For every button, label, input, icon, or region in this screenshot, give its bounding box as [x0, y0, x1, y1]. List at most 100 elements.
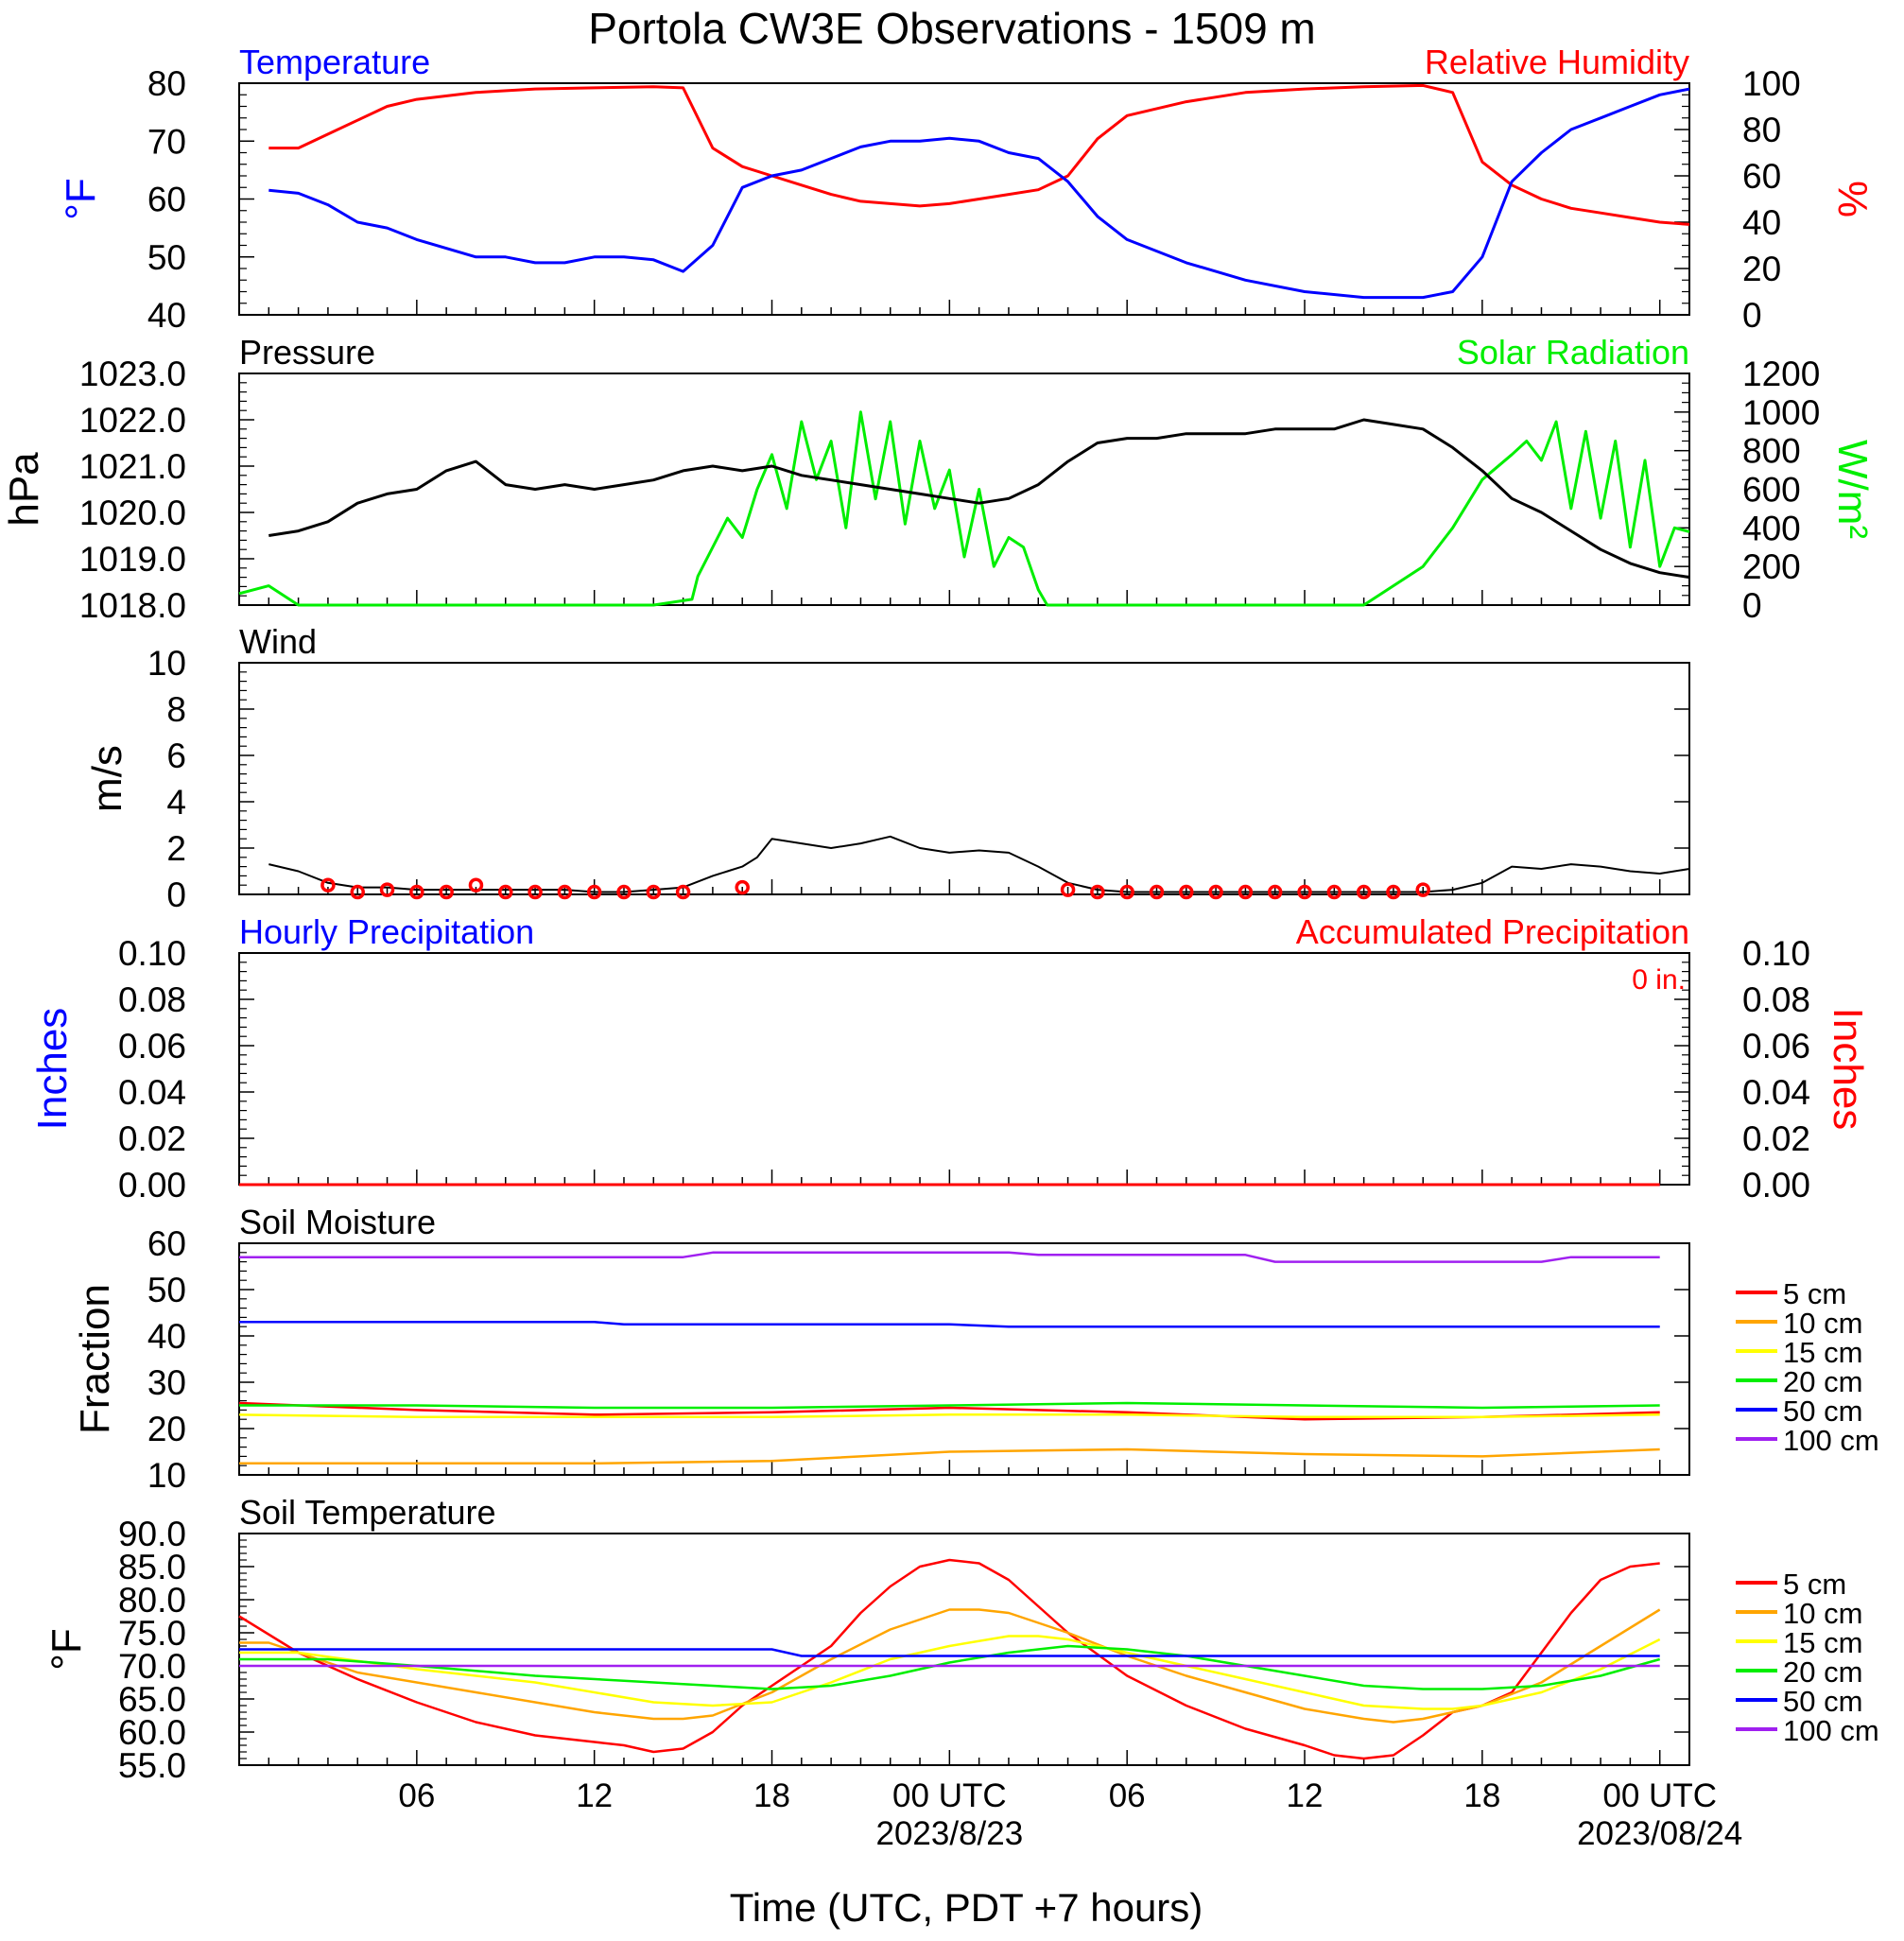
- legend-label: 50 cm: [1783, 1685, 1862, 1718]
- y-tick-label: 60: [147, 181, 186, 219]
- panel-left-title: Soil Moisture: [239, 1203, 436, 1241]
- wind-marker: [557, 884, 573, 900]
- panel-soil-moisture: 10 20 30 40 50 60 Soil Moisture Fraction 5 cm10 …: [72, 1203, 1879, 1495]
- chart-title: Portola CW3E Observations - 1509 m: [588, 4, 1316, 53]
- y-tick-label: 0.10: [118, 934, 186, 973]
- y-tick-label: 20: [1742, 250, 1781, 288]
- plot-frame: [238, 662, 1690, 895]
- y-tick-label: 0.08: [118, 980, 186, 1019]
- panel-soil-temperature: 55.060.065.070.075.080.085.090.0 Soil Tem…: [43, 1493, 1879, 1785]
- y-tick-label: 1018.0: [79, 586, 186, 625]
- panel-left-title: Soil Temperature: [239, 1493, 495, 1532]
- wind-marker: [320, 877, 336, 893]
- y-tick-label: 50: [147, 1271, 186, 1309]
- y-tick-label: 40: [147, 1317, 186, 1356]
- x-axis-label: Time (UTC, PDT +7 hours): [730, 1885, 1203, 1930]
- y-tick-label: 400: [1742, 509, 1801, 547]
- y-tick-label: 0.04: [118, 1073, 186, 1112]
- plot-frame: [238, 1242, 1690, 1476]
- wind-marker: [379, 882, 395, 897]
- y-tick-label: 0.04: [1742, 1073, 1810, 1112]
- series-soil-moisture-10cm: [239, 1447, 1660, 1465]
- panel-precipitation: 0.00 0.02 0.04 0.06 0.08 0.10 0.00 0.02 0.04 0.06…: [29, 912, 1871, 1204]
- y-tick-label: 1000: [1742, 393, 1820, 432]
- y-tick-label: 2: [166, 829, 186, 868]
- series-soil-moisture-100cm: [239, 1251, 1660, 1263]
- panel-wind: 0 2 4 6 8 10 Wind m/s: [84, 622, 1690, 914]
- y-tick-label: 75.0: [118, 1614, 186, 1653]
- y-tick-label: 1020.0: [79, 494, 186, 532]
- legend-label: 20 cm: [1783, 1655, 1862, 1689]
- wind-marker: [498, 884, 513, 900]
- panel-left-title: Wind: [239, 622, 317, 661]
- wind-marker: [1208, 884, 1223, 900]
- wind-marker: [1297, 884, 1312, 900]
- y-tick-label: 10: [147, 644, 186, 683]
- legend-label: 15 cm: [1783, 1336, 1862, 1369]
- y-tick-label: 20: [147, 1410, 186, 1448]
- wind-marker: [1179, 884, 1194, 900]
- y-tick-label: 40: [1742, 203, 1781, 242]
- y-tick-label: 1023.0: [79, 355, 186, 393]
- series-soil-moisture-50cm: [239, 1321, 1660, 1328]
- legend-label: 10 cm: [1783, 1597, 1862, 1630]
- y-tick-label: 600: [1742, 471, 1801, 510]
- y-tick-label: 0: [166, 875, 186, 914]
- y-tick-label: 0.00: [118, 1166, 186, 1204]
- wind-marker: [616, 884, 632, 900]
- y-tick-label: 0.06: [1742, 1027, 1810, 1066]
- y-tick-label: 70.0: [118, 1647, 186, 1686]
- series-soil-temperature-10cm: [239, 1608, 1661, 1724]
- series-relative-humidity: [268, 83, 1690, 226]
- x-tick-label: 00 UTC: [1602, 1777, 1717, 1814]
- y-axis-label-left: °F: [58, 178, 104, 219]
- y-tick-label: 0.02: [1742, 1119, 1810, 1158]
- series-soil-moisture-15cm: [238, 1413, 1660, 1419]
- y-tick-label: 0.02: [118, 1119, 186, 1158]
- y-tick-label: 30: [147, 1363, 186, 1402]
- wind-marker: [1356, 884, 1372, 900]
- series-wind: [268, 835, 1690, 893]
- series-solar-radiation: [238, 410, 1690, 607]
- series-pressure: [268, 418, 1690, 580]
- legend-label: 5 cm: [1783, 1277, 1846, 1310]
- y-tick-label: 10: [147, 1456, 186, 1495]
- legend-label: 5 cm: [1783, 1568, 1846, 1601]
- wind-marker: [1267, 884, 1283, 900]
- panel-left-title: Temperature: [239, 43, 430, 81]
- y-tick-label: 4: [166, 783, 186, 822]
- wind-marker: [1386, 884, 1401, 900]
- y-tick-label: 80: [1742, 111, 1781, 149]
- y-tick-label: 40: [147, 296, 186, 335]
- legend-label: 10 cm: [1783, 1307, 1862, 1340]
- series-soil-temperature-15cm: [239, 1635, 1661, 1710]
- wind-marker: [1238, 884, 1254, 900]
- legend-label: 100 cm: [1783, 1714, 1879, 1747]
- y-tick-label: 60: [1742, 157, 1781, 196]
- wind-marker: [439, 884, 454, 900]
- x-tick-label: 00 UTC: [892, 1777, 1007, 1814]
- panel-pressure-solar: 1018.0 1019.0 1020.0 1021.0 1022.0 1023.0 0200…: [1, 333, 1876, 625]
- y-tick-label: 80: [147, 64, 186, 103]
- y-tick-label: 50: [147, 238, 186, 277]
- wind-marker: [350, 884, 365, 900]
- legend-label: 50 cm: [1783, 1395, 1862, 1428]
- y-tick-label: 8: [166, 690, 186, 729]
- wind-marker: [1060, 882, 1076, 897]
- y-tick-label: 1200: [1742, 355, 1820, 393]
- panel-right-title: Relative Humidity: [1425, 43, 1689, 81]
- wind-marker: [646, 884, 662, 900]
- wind-marker: [468, 877, 484, 893]
- x-date-label: 2023/8/23: [875, 1815, 1023, 1852]
- accumulated-total: 0 in.: [1632, 964, 1686, 996]
- y-tick-label: 90.0: [118, 1515, 186, 1553]
- y-tick-label: 0.08: [1742, 980, 1810, 1019]
- wind-marker: [1149, 884, 1165, 900]
- x-tick-label: 18: [1463, 1777, 1500, 1814]
- y-tick-label: 0.00: [1742, 1166, 1810, 1204]
- wind-marker: [1326, 884, 1342, 900]
- x-tick-label: 12: [1287, 1777, 1324, 1814]
- wind-marker: [586, 884, 602, 900]
